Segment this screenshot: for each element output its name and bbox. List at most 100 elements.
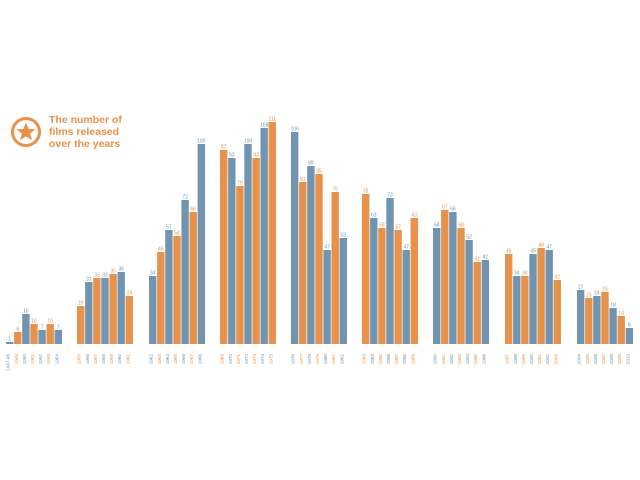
value-label-1978: 89	[308, 160, 314, 166]
value-label-1996: 42	[483, 254, 489, 260]
year-label-1953: 1953	[46, 354, 51, 365]
year-label-2003: 2003	[553, 354, 558, 365]
value-label-2006: 24	[594, 290, 600, 296]
value-label-1961: 24	[127, 290, 133, 296]
bar-1977	[299, 182, 307, 344]
bar-1962	[149, 276, 157, 344]
bar-1980	[323, 250, 331, 344]
year-label-1992: 1992	[449, 354, 454, 365]
value-label-1985: 58	[379, 222, 385, 228]
value-label-1965: 54	[174, 230, 180, 236]
bar-1989	[410, 218, 418, 344]
year-label-1947-48: 1947-48	[6, 354, 11, 371]
bar-1985	[378, 228, 386, 344]
year-label-1962: 1962	[149, 354, 154, 365]
year-label-1957: 1957	[93, 354, 98, 365]
year-label-1980: 1980	[323, 354, 328, 365]
year-label-1971: 1971	[236, 354, 241, 365]
year-label-1998: 1998	[513, 354, 518, 365]
bar-1984	[370, 218, 378, 344]
bar-1953	[46, 324, 54, 344]
bar-1974	[260, 128, 268, 344]
bar-2007	[601, 292, 609, 344]
bar-1987	[394, 230, 402, 344]
bar-2009	[617, 316, 625, 344]
year-label-1965: 1965	[173, 354, 178, 365]
bar-1947-48	[6, 342, 14, 344]
bar-1959	[109, 274, 117, 344]
bar-1951	[30, 324, 38, 344]
value-label-1950: 15	[23, 308, 29, 314]
value-label-2005: 23	[586, 292, 592, 298]
bar-1968	[197, 144, 205, 344]
year-label-1968: 1968	[197, 354, 202, 365]
bar-1991	[441, 210, 449, 344]
year-label-1967: 1967	[189, 354, 194, 365]
year-label-1961: 1961	[125, 354, 130, 365]
bar-1952	[38, 330, 46, 344]
value-label-1992: 66	[450, 206, 456, 212]
value-label-1972: 100	[244, 138, 253, 144]
bar-1966	[181, 200, 189, 344]
value-label-1999: 34	[522, 270, 528, 276]
bar-1961	[125, 296, 133, 344]
bar-1971	[236, 186, 244, 344]
value-label-1971: 79	[237, 180, 243, 186]
value-label-1983: 75	[363, 188, 369, 194]
year-label-2006: 2006	[593, 354, 598, 365]
bar-1986	[386, 198, 394, 344]
bar-1954	[54, 330, 62, 344]
value-label-1986: 73	[387, 192, 393, 198]
year-label-1995: 1995	[473, 354, 478, 365]
year-label-1976: 1976	[291, 354, 296, 365]
bar-1998	[513, 276, 521, 344]
year-label-1963: 1963	[157, 354, 162, 365]
year-label-1960: 1960	[117, 354, 122, 365]
bar-1969	[220, 150, 228, 344]
value-label-1990: 58	[434, 222, 440, 228]
value-label-1955: 19	[78, 300, 84, 306]
value-label-2010: 8	[628, 322, 631, 328]
year-label-1988: 1988	[402, 354, 407, 365]
year-label-1986: 1986	[386, 354, 391, 365]
value-label-1974: 108	[260, 122, 269, 128]
year-label-1951: 1951	[30, 354, 35, 365]
bar-1993	[457, 228, 465, 344]
bar-1988	[402, 250, 410, 344]
year-label-2008: 2008	[609, 354, 614, 365]
value-label-1958: 33	[102, 272, 108, 278]
bar-1982	[339, 238, 347, 344]
bar-1992	[449, 212, 457, 344]
value-label-1991: 67	[442, 204, 448, 210]
value-label-1968: 100	[197, 138, 206, 144]
year-label-2007: 2007	[601, 354, 606, 365]
year-label-1981: 1981	[331, 354, 336, 365]
value-label-1956: 31	[86, 276, 92, 282]
bar-1975	[268, 122, 276, 344]
year-label-2004: 2004	[577, 354, 582, 365]
year-label-1958: 1958	[101, 354, 106, 365]
value-label-1953: 10	[47, 318, 53, 324]
value-label-2000: 45	[530, 248, 536, 254]
year-label-1956: 1956	[85, 354, 90, 365]
year-label-1987: 1987	[394, 354, 399, 365]
value-label-1947-48: 1	[8, 336, 11, 342]
value-label-2007: 26	[602, 286, 608, 292]
bar-2000	[529, 254, 537, 344]
year-label-1984: 1984	[370, 354, 375, 365]
bar-1972	[244, 144, 252, 344]
year-label-2010: 2010	[625, 354, 630, 365]
year-label-1972: 1972	[244, 354, 249, 365]
year-label-1982: 1982	[339, 354, 344, 365]
bar-1963	[157, 252, 165, 344]
year-label-1974: 1974	[260, 354, 265, 365]
value-label-1984: 63	[371, 212, 377, 218]
year-label-1969: 1969	[220, 354, 225, 365]
value-label-1966: 72	[182, 194, 188, 200]
year-label-1952: 1952	[38, 354, 43, 365]
year-label-1954: 1954	[54, 354, 59, 365]
bar-2003	[553, 280, 561, 344]
bar-1994	[465, 240, 473, 344]
bar-1950	[22, 314, 30, 344]
